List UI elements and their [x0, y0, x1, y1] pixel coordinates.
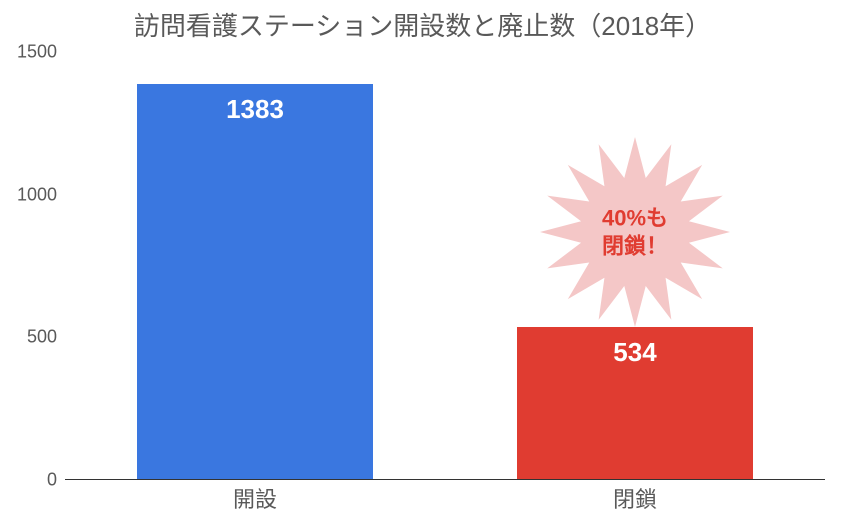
y-tick-label: 0: [2, 470, 57, 491]
bar: 534: [517, 327, 753, 479]
x-tick-label: 開設: [233, 482, 277, 514]
y-tick-label: 1000: [2, 184, 57, 205]
bar-chart: 訪問看護ステーション開設数と廃止数（2018年） 1383 534 0 500 100…: [0, 0, 845, 526]
plot-area: 1383 534: [65, 52, 825, 480]
y-tick-label: 500: [2, 327, 57, 348]
chart-title: 訪問看護ステーション開設数と廃止数（2018年）: [0, 6, 845, 43]
bar-value-label: 1383: [137, 94, 373, 125]
bar-value-label: 534: [517, 337, 753, 368]
bar: 1383: [137, 84, 373, 479]
x-tick-label: 閉鎖: [613, 482, 657, 514]
y-tick-label: 1500: [2, 42, 57, 63]
x-axis-line: [65, 479, 825, 480]
